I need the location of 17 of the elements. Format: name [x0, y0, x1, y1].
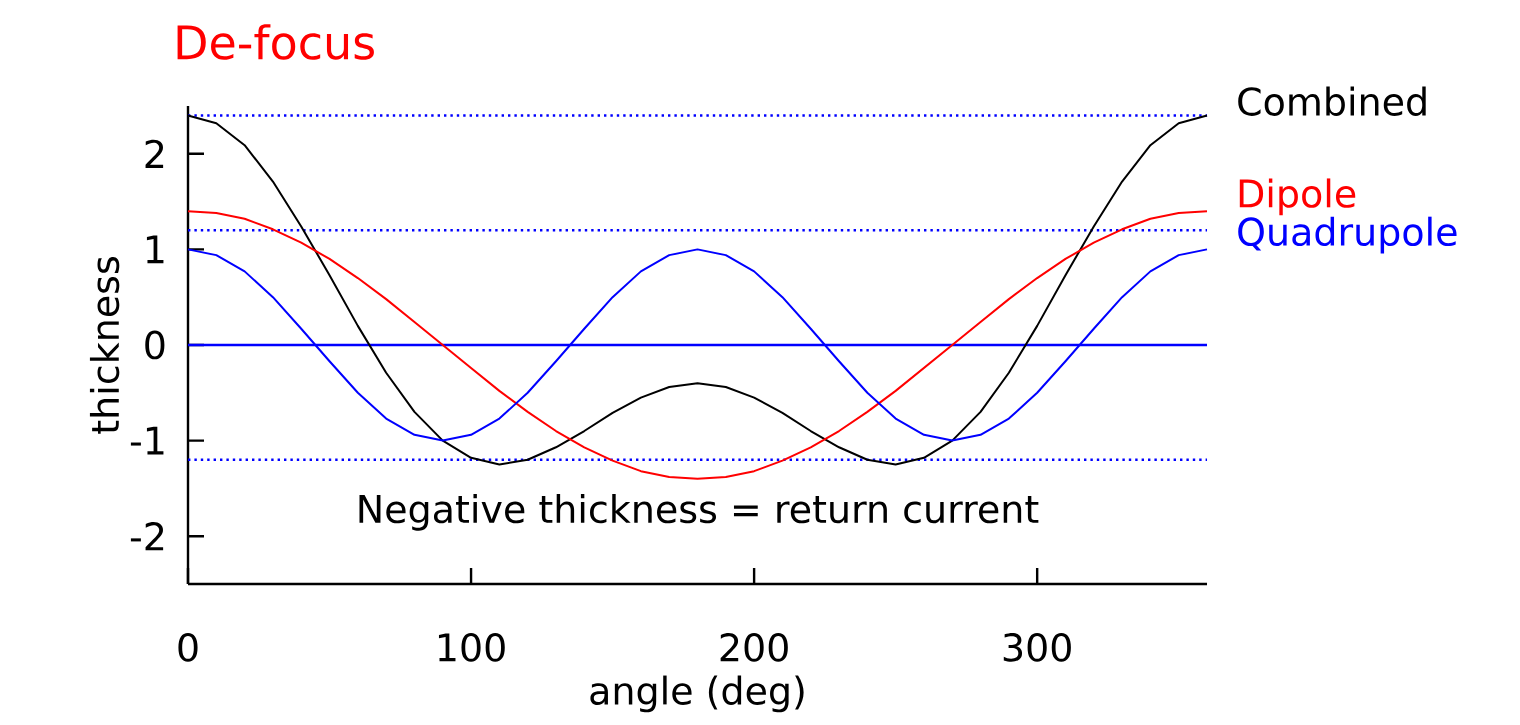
x-tick-label: 300 — [1003, 633, 1071, 662]
series-label: Combined — [1238, 86, 1426, 116]
y-tick-label: 2 — [145, 139, 164, 168]
y-tick-label: 1 — [146, 235, 164, 264]
line-series — [187, 248, 1209, 442]
series-label: Dipole — [1239, 178, 1356, 216]
x-tick-label: 200 — [720, 633, 788, 662]
x-tick-label: 100 — [438, 633, 505, 662]
y-tick-label: -2 — [130, 522, 164, 551]
x-axis-title: angle (deg) — [590, 675, 804, 713]
series-label: Quadrupole — [1238, 216, 1457, 254]
annotation: Negative thickness = return current — [359, 493, 1039, 531]
y-axis-title: thickness — [89, 257, 120, 434]
x-tick-label: 0 — [178, 633, 198, 662]
y-tick-label: 0 — [145, 330, 165, 360]
y-tick-label: -1 — [130, 426, 164, 455]
chart-title: De-focus — [177, 24, 374, 60]
